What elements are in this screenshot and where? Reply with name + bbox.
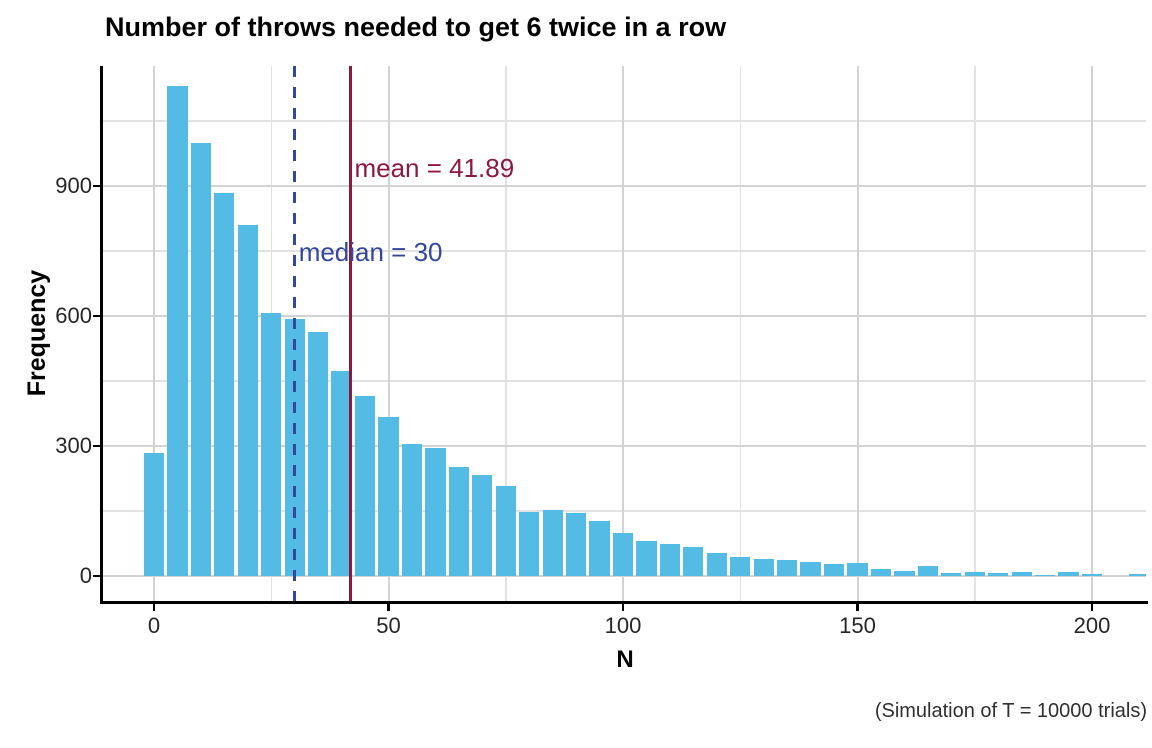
x-tick-mark xyxy=(1090,604,1094,611)
gridline-major-x xyxy=(387,66,390,601)
histogram-bar xyxy=(308,332,329,576)
x-axis-line xyxy=(100,601,1148,604)
histogram-bar xyxy=(354,395,376,576)
y-axis-line xyxy=(100,66,103,604)
histogram-bar xyxy=(823,564,845,576)
x-tick-label: 100 xyxy=(604,613,642,638)
y-tick-label: 900 xyxy=(55,173,92,198)
y-tick-mark xyxy=(93,574,100,578)
x-tick-mark xyxy=(152,604,156,611)
x-tick-mark xyxy=(387,604,390,611)
gridline-major-y xyxy=(103,575,1146,577)
histogram-bar xyxy=(261,312,282,576)
histogram-bar xyxy=(917,566,938,576)
median-label: median = 30 xyxy=(298,236,443,267)
y-tick-mark xyxy=(93,184,100,188)
median-line xyxy=(293,66,297,601)
x-axis-title: N xyxy=(616,646,634,673)
histogram-bar xyxy=(659,543,681,576)
histogram-bar xyxy=(683,547,704,576)
histogram-bar xyxy=(636,541,657,576)
y-tick-label: 300 xyxy=(55,433,92,458)
mean-label: mean = 41.89 xyxy=(354,153,515,184)
chart-title: Number of throws needed to get 6 twice i… xyxy=(105,12,727,42)
histogram-bar xyxy=(143,452,165,576)
x-tick-mark xyxy=(856,604,859,611)
histogram-bar xyxy=(495,485,516,576)
histogram-bar xyxy=(237,225,258,576)
histogram-bar xyxy=(190,142,212,576)
histogram-bar xyxy=(706,553,727,576)
gridline-major-y xyxy=(103,445,1146,447)
y-tick-label: 0 xyxy=(79,563,92,588)
y-tick-mark xyxy=(93,444,100,448)
x-tick-label: 50 xyxy=(376,613,401,638)
histogram-bar xyxy=(612,532,634,576)
gridline-minor-y xyxy=(103,510,1146,512)
gridline-major-x xyxy=(1091,66,1093,601)
histogram-bar xyxy=(472,475,493,576)
gridline-minor-y xyxy=(103,120,1146,122)
gridline-minor-x xyxy=(739,66,741,601)
gridline-major-x xyxy=(856,66,859,601)
histogram-bar xyxy=(753,558,774,576)
histogram-bar xyxy=(425,447,446,576)
plot-panel: mean = 41.89 median = 30 xyxy=(103,66,1146,601)
gridline-minor-y xyxy=(103,250,1146,252)
caption: (Simulation of T = 10000 trials) xyxy=(874,700,1147,722)
histogram-bar xyxy=(167,86,188,576)
histogram-bar xyxy=(1011,571,1032,576)
histogram-bar xyxy=(378,417,399,576)
histogram-bar xyxy=(1058,572,1079,576)
histogram-bar xyxy=(988,573,1009,576)
gridline-minor-x xyxy=(974,66,976,601)
histogram-bar xyxy=(214,192,235,576)
histogram-bar xyxy=(870,568,892,576)
gridline-major-x xyxy=(153,66,155,601)
histogram-bar xyxy=(847,563,868,576)
x-tick-label: 200 xyxy=(1073,613,1111,638)
histogram-bar xyxy=(542,510,563,576)
x-tick-label: 0 xyxy=(147,613,161,638)
gridline-major-y xyxy=(103,315,1146,317)
histogram-bar xyxy=(401,443,423,576)
x-tick-mark xyxy=(621,604,625,611)
histogram-bar xyxy=(777,559,798,576)
histogram-bar xyxy=(800,562,821,576)
mean-line xyxy=(348,66,352,601)
histogram-bar xyxy=(964,571,985,576)
histogram-bar xyxy=(941,572,962,576)
histogram-bar xyxy=(730,556,751,576)
y-tick-mark xyxy=(93,314,100,318)
gridline-minor-y xyxy=(103,380,1146,382)
histogram-bar xyxy=(894,570,915,576)
x-tick-label: 150 xyxy=(839,613,876,638)
histogram-bar xyxy=(1034,574,1056,576)
histogram-bar xyxy=(565,513,587,576)
histogram-bar xyxy=(331,371,352,576)
histogram-bar xyxy=(519,512,540,576)
gridline-major-x xyxy=(622,66,624,601)
histogram-bar xyxy=(1081,573,1103,576)
histogram-bar xyxy=(589,520,610,576)
y-tick-label: 600 xyxy=(55,303,92,328)
histogram-bar xyxy=(1128,574,1146,576)
histogram-bar xyxy=(448,467,469,576)
gridline-minor-x xyxy=(505,66,507,601)
gridline-major-y xyxy=(103,185,1146,187)
